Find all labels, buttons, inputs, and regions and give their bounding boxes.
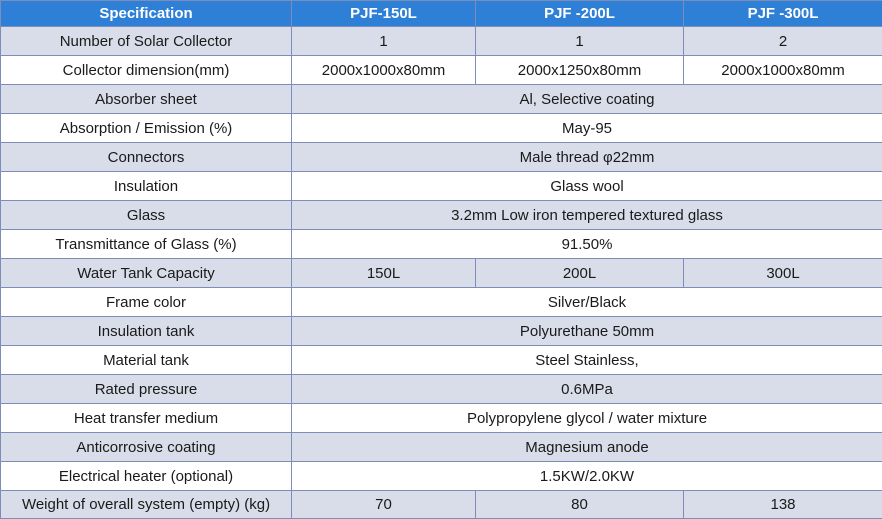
- cell-value: May-95: [291, 113, 882, 143]
- table-row: Insulation Glass wool: [0, 171, 882, 201]
- table-row: Anticorrosive coating Magnesium anode: [0, 432, 882, 462]
- cell-value: Glass wool: [291, 171, 882, 201]
- cell-value: 2000x1000x80mm: [291, 55, 476, 85]
- cell-value: 138: [683, 490, 882, 519]
- row-label: Anticorrosive coating: [0, 432, 292, 462]
- cell-value: 2000x1250x80mm: [475, 55, 684, 85]
- header-specification: Specification: [0, 0, 292, 27]
- cell-value: 1: [291, 26, 476, 56]
- row-label: Glass: [0, 200, 292, 230]
- cell-value: 2000x1000x80mm: [683, 55, 882, 85]
- cell-value: Steel Stainless,: [291, 345, 882, 375]
- row-label: Number of Solar Collector: [0, 26, 292, 56]
- cell-value: 0.6MPa: [291, 374, 882, 404]
- cell-value: 91.50%: [291, 229, 882, 259]
- header-model-300l: PJF -300L: [683, 0, 882, 27]
- row-label: Insulation tank: [0, 316, 292, 346]
- cell-value: Magnesium anode: [291, 432, 882, 462]
- table-row: Number of Solar Collector 1 1 2: [0, 26, 882, 56]
- cell-value: Male thread φ22mm: [291, 142, 882, 172]
- row-label: Water Tank Capacity: [0, 258, 292, 288]
- cell-value: Silver/Black: [291, 287, 882, 317]
- cell-value: 80: [475, 490, 684, 519]
- table-row: Frame color Silver/Black: [0, 287, 882, 317]
- table-row: Water Tank Capacity 150L 200L 300L: [0, 258, 882, 288]
- row-label: Absorber sheet: [0, 84, 292, 114]
- cell-value: 70: [291, 490, 476, 519]
- row-label: Insulation: [0, 171, 292, 201]
- table-row: Collector dimension(mm) 2000x1000x80mm 2…: [0, 55, 882, 85]
- row-label: Transmittance of Glass (%): [0, 229, 292, 259]
- cell-value: 1: [475, 26, 684, 56]
- row-label: Absorption / Emission (%): [0, 113, 292, 143]
- row-label: Material tank: [0, 345, 292, 375]
- cell-value: Polyurethane 50mm: [291, 316, 882, 346]
- cell-value: 1.5KW/2.0KW: [291, 461, 882, 491]
- cell-value: 200L: [475, 258, 684, 288]
- row-label: Weight of overall system (empty) (kg): [0, 490, 292, 519]
- table-row: Absorption / Emission (%) May-95: [0, 113, 882, 143]
- table-row: Electrical heater (optional) 1.5KW/2.0KW: [0, 461, 882, 491]
- table-row: Rated pressure 0.6MPa: [0, 374, 882, 404]
- row-label: Heat transfer medium: [0, 403, 292, 433]
- cell-value: Al, Selective coating: [291, 84, 882, 114]
- cell-value: 3.2mm Low iron tempered textured glass: [291, 200, 882, 230]
- header-model-200l: PJF -200L: [475, 0, 684, 27]
- row-label: Frame color: [0, 287, 292, 317]
- table-row: Insulation tank Polyurethane 50mm: [0, 316, 882, 346]
- table-row: Heat transfer medium Polypropylene glyco…: [0, 403, 882, 433]
- table-row: Absorber sheet Al, Selective coating: [0, 84, 882, 114]
- cell-value: Polypropylene glycol / water mixture: [291, 403, 882, 433]
- table-row: Weight of overall system (empty) (kg) 70…: [0, 490, 882, 519]
- row-label: Connectors: [0, 142, 292, 172]
- table-row: Glass 3.2mm Low iron tempered textured g…: [0, 200, 882, 230]
- cell-value: 2: [683, 26, 882, 56]
- row-label: Rated pressure: [0, 374, 292, 404]
- cell-value: 150L: [291, 258, 476, 288]
- table-row: Transmittance of Glass (%) 91.50%: [0, 229, 882, 259]
- row-label: Electrical heater (optional): [0, 461, 292, 491]
- row-label: Collector dimension(mm): [0, 55, 292, 85]
- header-model-150l: PJF-150L: [291, 0, 476, 27]
- table-row: Connectors Male thread φ22mm: [0, 142, 882, 172]
- table-header-row: Specification PJF-150L PJF -200L PJF -30…: [0, 0, 882, 27]
- table-row: Material tank Steel Stainless,: [0, 345, 882, 375]
- cell-value: 300L: [683, 258, 882, 288]
